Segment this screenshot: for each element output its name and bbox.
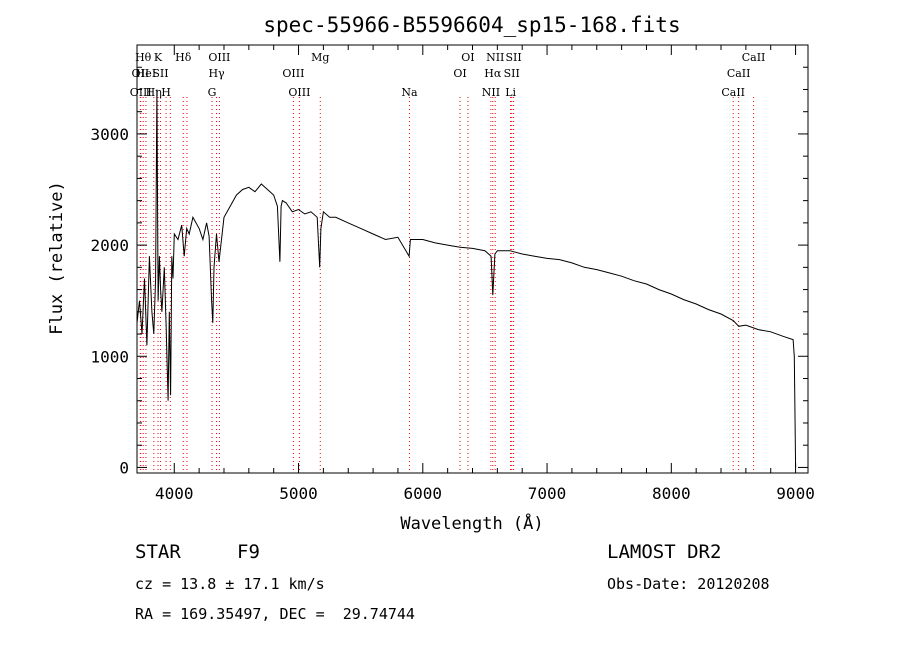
- redshift-velocity: cz = 13.8 ± 17.1 km/s: [135, 575, 325, 593]
- y-tick-label: 2000: [90, 236, 129, 255]
- marker-label: Hη: [146, 86, 162, 99]
- x-tick-label: 8000: [652, 484, 691, 503]
- marker-label: CaII: [727, 67, 751, 80]
- y-axis-label: Flux (relative): [47, 181, 67, 335]
- marker-label: SII: [504, 67, 520, 80]
- coordinates: RA = 169.35497, DEC = 29.74744: [135, 605, 415, 623]
- marker-label: OI: [461, 51, 474, 64]
- y-tick-label: 3000: [90, 125, 129, 144]
- x-tick-label: 9000: [776, 484, 815, 503]
- object-class: STAR: [135, 541, 181, 563]
- marker-label: Hδ: [175, 51, 192, 64]
- chart-title: spec-55966-B5596604_sp15-168.fits: [263, 13, 680, 37]
- marker-label: OIII: [282, 67, 304, 80]
- marker-label: CaII: [742, 51, 766, 64]
- axis-ticks-layer: 4000 5000 6000 7000 8000 9000 0 1000 2000 3000: [90, 45, 815, 503]
- marker-label: NII: [482, 86, 500, 99]
- marker-label: G: [208, 86, 217, 99]
- marker-label: Na: [401, 86, 418, 99]
- marker-label: SII: [152, 67, 168, 80]
- x-axis-label: Wavelength (Å): [400, 512, 543, 534]
- marker-label: Hα: [484, 67, 502, 80]
- spectrum-line: [136, 89, 797, 468]
- plot-frame: [136, 44, 809, 474]
- x-tick-label: 4000: [155, 484, 194, 503]
- x-tick-label: 7000: [528, 484, 567, 503]
- marker-label: H: [161, 86, 171, 99]
- marker-label: SII: [506, 51, 522, 64]
- marker-label: Mg: [311, 51, 329, 64]
- x-tick-label: 5000: [279, 484, 318, 503]
- marker-label: NII: [486, 51, 504, 64]
- line-markers-layer: [139, 97, 755, 473]
- marker-label: Li: [505, 86, 516, 99]
- marker-label: Hθ: [135, 51, 152, 64]
- marker-label: K: [154, 51, 163, 64]
- marker-label: OII: [131, 67, 149, 80]
- spectrum-layer: [136, 89, 797, 468]
- marker-label: OI: [453, 67, 466, 80]
- marker-label: HeI: [136, 67, 156, 80]
- marker-label: OIII: [288, 86, 310, 99]
- marker-label: CaII: [721, 86, 745, 99]
- survey-name: LAMOST DR2: [607, 541, 722, 563]
- marker-label: OIII: [130, 86, 152, 99]
- y-tick-label: 1000: [90, 347, 129, 366]
- observation-date: Obs-Date: 20120208: [607, 575, 770, 593]
- object-subclass: F9: [237, 541, 260, 563]
- marker-label: Hγ: [208, 67, 225, 80]
- marker-label: OIII: [208, 51, 230, 64]
- y-tick-label: 0: [119, 458, 129, 477]
- x-tick-label: 6000: [404, 484, 443, 503]
- line-labels-layer: OII OIII Hθ HeI Hη K SII H Hδ G Hγ OIII OIII OIII Mg Na…: [130, 51, 766, 99]
